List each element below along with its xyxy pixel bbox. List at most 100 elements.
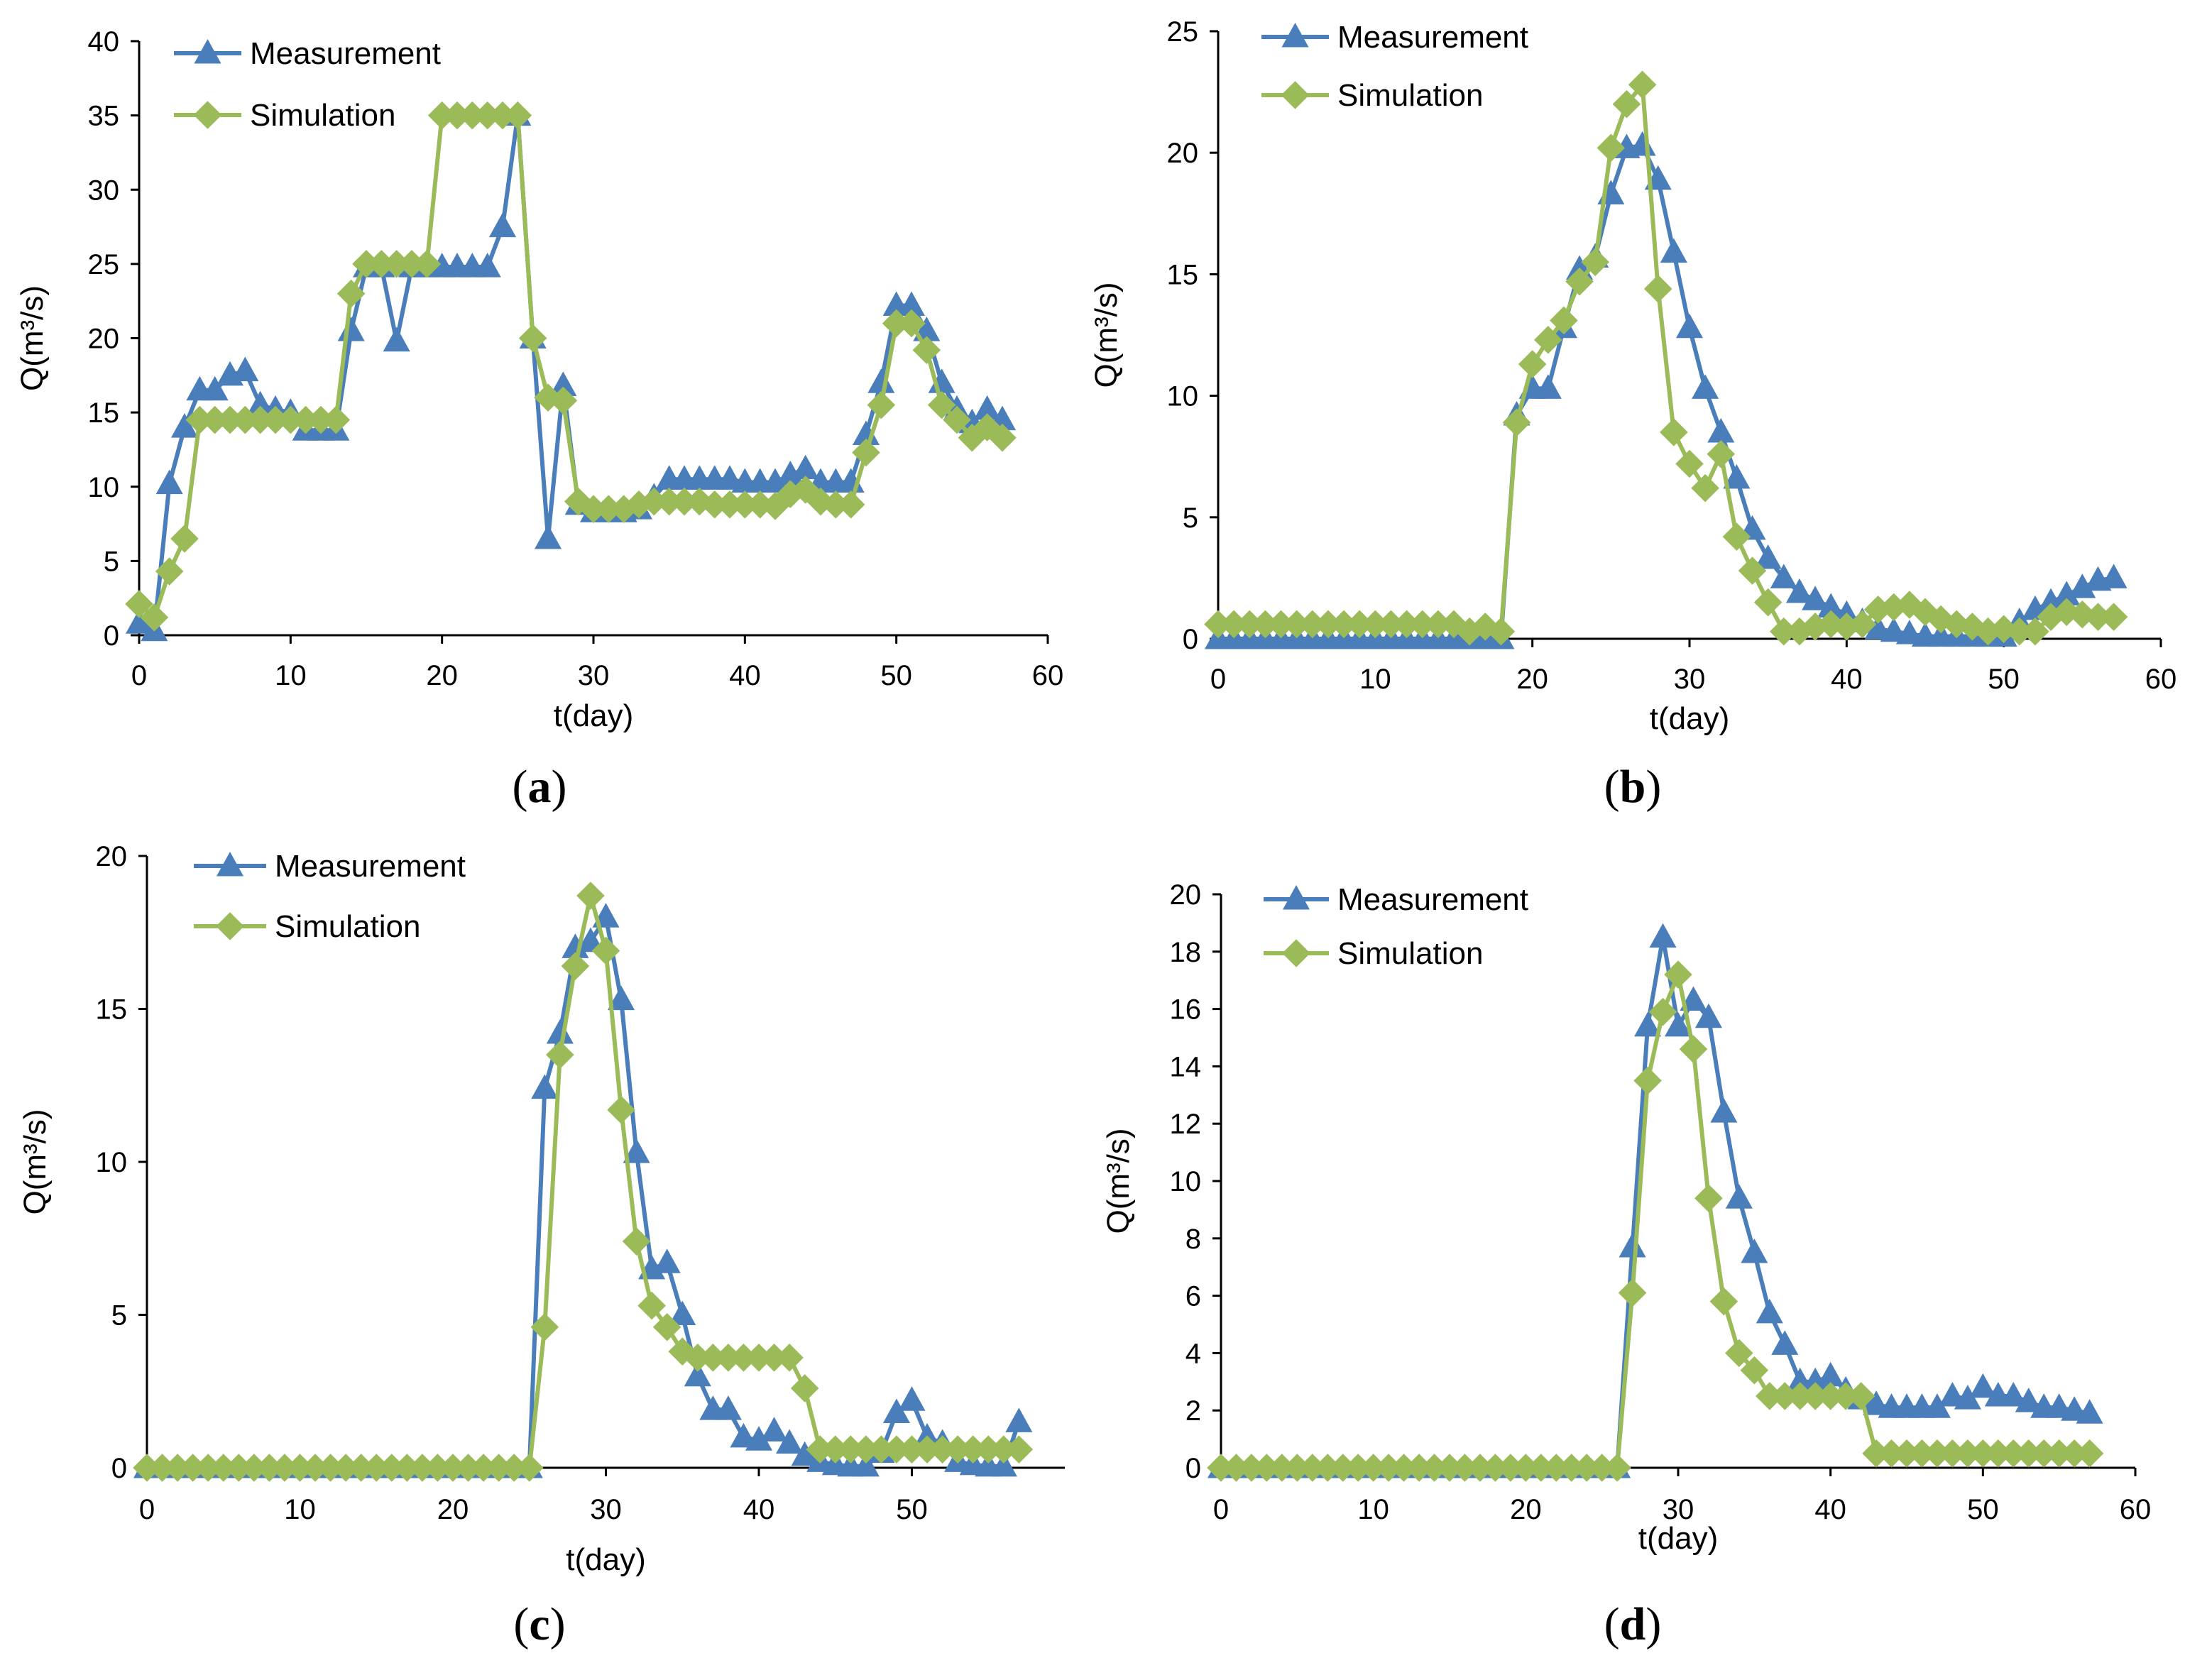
simulation-point — [1938, 1439, 1967, 1468]
y-tick-label: 20 — [96, 841, 128, 872]
simulation-point — [194, 1454, 222, 1482]
simulation-point — [1282, 610, 1311, 639]
simulation-point — [163, 1454, 192, 1482]
simulation-point — [1648, 997, 1677, 1026]
simulation-point — [1785, 1382, 1814, 1410]
measurement-point — [1969, 1373, 1997, 1398]
measurement-point — [2037, 588, 2065, 613]
simulation-point — [170, 525, 199, 553]
x-tick-label: 50 — [880, 660, 912, 691]
x-tick-label: 20 — [426, 660, 458, 691]
x-tick-label: 20 — [437, 1494, 469, 1525]
y-tick-label: 20 — [1167, 138, 1199, 169]
simulation-point — [579, 495, 608, 523]
simulation-point — [912, 336, 941, 365]
simulation-point — [1984, 1439, 2013, 1468]
measurement-point — [1833, 600, 1861, 625]
measurement-point — [914, 1422, 941, 1448]
simulation-point — [2044, 1439, 2074, 1468]
y-tick-label: 35 — [88, 101, 120, 132]
simulation-point — [1235, 610, 1264, 639]
simulation-point — [1740, 1356, 1769, 1385]
y-tick-label: 6 — [1185, 1281, 1201, 1312]
simulation-point — [655, 487, 684, 516]
simulation-point — [439, 1454, 467, 1482]
simulation-point — [1633, 1066, 1662, 1095]
simulation-point — [1251, 610, 1280, 639]
simulation-point — [291, 405, 320, 434]
simulation-point — [1954, 1439, 1982, 1468]
simulation-point — [761, 492, 789, 520]
simulation-point — [1603, 1454, 1631, 1482]
simulation-point — [285, 1454, 314, 1482]
legend-marker-measurement — [216, 851, 244, 877]
y-tick-label: 5 — [111, 1300, 127, 1332]
simulation-point — [1298, 1454, 1327, 1482]
simulation-point — [1374, 1454, 1403, 1482]
simulation-point — [307, 405, 335, 434]
simulation-point — [1660, 418, 1688, 446]
measurement-point — [1005, 1407, 1033, 1432]
simulation-point — [928, 1435, 957, 1464]
simulation-point — [622, 1227, 651, 1256]
simulation-point — [897, 1435, 926, 1464]
simulation-point — [1518, 350, 1547, 378]
y-axis-title: Q(m³/s) — [15, 285, 50, 391]
simulation-point — [1252, 1454, 1281, 1482]
simulation-point — [1572, 1454, 1601, 1482]
series-line-measurement — [1218, 143, 2115, 641]
simulation-point — [852, 1435, 880, 1464]
measurement-point — [2000, 1381, 2027, 1407]
simulation-point — [1691, 473, 1719, 503]
simulation-point — [1907, 1439, 1937, 1468]
measurement-point — [2069, 573, 2096, 598]
simulation-point — [882, 309, 911, 338]
measurement-point — [125, 609, 153, 634]
simulation-point — [684, 1344, 712, 1372]
simulation-point — [867, 390, 896, 419]
simulation-point — [1581, 248, 1609, 277]
measurement-point — [531, 1074, 559, 1099]
simulation-point — [518, 324, 547, 353]
simulation-point — [346, 1454, 376, 1482]
y-tick-label: 30 — [88, 175, 120, 206]
simulation-point — [1722, 522, 1751, 551]
measurement-point — [653, 1248, 681, 1273]
simulation-point — [1330, 610, 1358, 639]
simulation-point — [382, 250, 411, 278]
simulation-point — [546, 1041, 574, 1069]
simulation-point — [714, 1344, 743, 1372]
simulation-point — [473, 101, 502, 130]
x-tick-label: 20 — [1510, 1494, 1542, 1525]
simulation-point — [958, 1435, 987, 1464]
legend-marker-simulation — [1281, 81, 1310, 109]
x-tick-label: 50 — [1967, 1494, 1999, 1525]
simulation-point — [1222, 1454, 1251, 1482]
measurement-point — [337, 317, 365, 341]
simulation-point — [1361, 610, 1390, 639]
simulation-point — [640, 487, 669, 516]
simulation-point — [1389, 1454, 1418, 1482]
legend-marker-simulation — [216, 912, 244, 940]
legend-label-measurement: Measurement — [1337, 882, 1528, 917]
legend-marker-measurement — [1281, 22, 1309, 48]
simulation-point — [943, 1435, 972, 1464]
simulation-point — [1597, 133, 1626, 163]
simulation-point — [1846, 1382, 1875, 1410]
simulation-point — [178, 1454, 207, 1482]
x-tick-label: 60 — [1032, 660, 1064, 691]
simulation-point — [2014, 1439, 2043, 1468]
measurement-point — [2015, 1388, 2042, 1412]
series-line-simulation — [138, 113, 1004, 620]
x-tick-label: 40 — [1814, 1494, 1846, 1525]
simulation-point — [716, 490, 744, 519]
simulation-point — [652, 1312, 681, 1341]
y-tick-label: 8 — [1185, 1224, 1201, 1255]
simulation-point — [1848, 610, 1877, 639]
simulation-point — [1756, 1382, 1784, 1410]
y-tick-label: 10 — [1167, 381, 1199, 412]
simulation-point — [216, 405, 244, 434]
legend-label-simulation: Simulation — [1337, 936, 1483, 971]
y-tick-label: 14 — [1170, 1051, 1202, 1082]
simulation-point — [469, 1454, 498, 1482]
